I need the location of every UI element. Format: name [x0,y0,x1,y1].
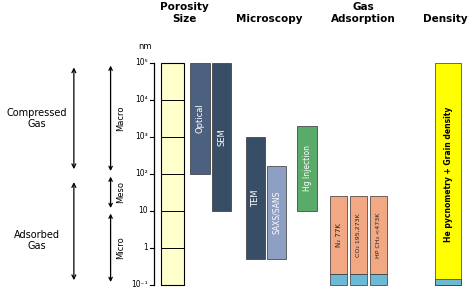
Text: Gas
Adsorption: Gas Adsorption [331,2,395,24]
Bar [246,137,265,259]
Text: SEM: SEM [217,128,226,146]
Bar [436,63,461,285]
Text: 10²: 10² [135,169,148,178]
Bar [161,63,184,285]
Text: Density: Density [423,14,468,24]
Bar [436,279,461,285]
Text: nm: nm [138,42,152,51]
Text: CO₂ 195,273K: CO₂ 195,273K [356,213,361,257]
Bar [330,274,347,285]
Bar [350,196,367,274]
Text: Porosity
Size: Porosity Size [160,2,209,24]
Text: Adsorbed
Gas: Adsorbed Gas [14,230,60,251]
Text: Macro: Macro [116,106,125,131]
Text: 10³: 10³ [135,132,148,141]
Text: He pycnometry + Grain density: He pycnometry + Grain density [444,106,453,241]
Text: Micro: Micro [116,237,125,259]
Text: Compressed
Gas: Compressed Gas [7,107,67,129]
Bar [297,126,317,211]
Bar [191,63,210,174]
Text: Meso: Meso [116,181,125,203]
Text: 10⁵: 10⁵ [135,58,148,67]
Text: SAXS/SANS: SAXS/SANS [272,191,281,234]
Text: HP CH₄ <473K: HP CH₄ <473K [376,212,381,258]
Text: TEM: TEM [251,189,260,206]
Bar [370,196,387,274]
Bar [212,63,231,211]
Text: 10⁻¹: 10⁻¹ [131,280,148,289]
Text: 10: 10 [138,206,148,215]
Text: 10⁴: 10⁴ [135,95,148,104]
Text: Microscopy: Microscopy [236,14,302,24]
Bar [350,274,367,285]
Text: Optical: Optical [196,104,205,133]
Text: Hg Injection: Hg Injection [302,145,311,191]
Bar [370,274,387,285]
Bar [267,166,286,259]
Text: 1: 1 [143,243,148,252]
Bar [330,196,347,274]
Text: N₂ 77K: N₂ 77K [336,223,342,247]
